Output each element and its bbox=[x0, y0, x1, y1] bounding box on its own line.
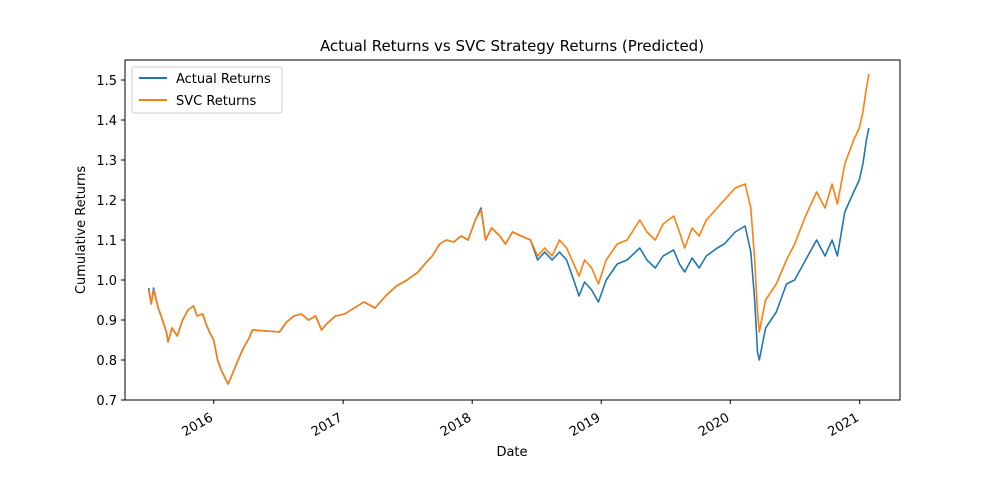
legend: Actual Returns SVC Returns bbox=[131, 66, 283, 114]
x-axis-label: Date bbox=[496, 445, 527, 460]
y-tick-label: 1.3 bbox=[96, 154, 117, 169]
y-tick-label: 1.2 bbox=[96, 194, 117, 209]
legend-label-svc-returns: SVC Returns bbox=[176, 94, 256, 109]
legend-label-actual-returns: Actual Returns bbox=[176, 72, 271, 87]
y-axis: 0.7 0.8 0.9 1.0 1.1 1.2 1.3 1.4 1.5 bbox=[96, 74, 125, 409]
x-axis: 2016 2017 2018 2019 2020 2021 bbox=[180, 400, 862, 440]
x-tick-label: 2016 bbox=[180, 410, 216, 440]
y-axis-label: Cumulative Returns bbox=[74, 166, 89, 294]
x-tick-label: 2020 bbox=[696, 410, 732, 440]
y-tick-label: 0.9 bbox=[96, 314, 117, 329]
y-tick-label: 1.5 bbox=[96, 74, 117, 89]
x-tick-label: 2017 bbox=[309, 410, 345, 440]
y-tick-label: 0.8 bbox=[96, 354, 117, 369]
y-tick-label: 1.1 bbox=[96, 234, 117, 249]
series-layer bbox=[147, 73, 870, 385]
chart-title: Actual Returns vs SVC Strategy Returns (… bbox=[320, 37, 704, 55]
series-line-svc-returns bbox=[147, 73, 870, 385]
x-tick-label: 2019 bbox=[567, 410, 603, 440]
plot-area bbox=[124, 59, 901, 401]
y-tick-label: 1.4 bbox=[96, 114, 117, 129]
series-line-actual-returns bbox=[147, 127, 870, 385]
x-tick-label: 2021 bbox=[826, 410, 862, 440]
y-tick-label: 0.7 bbox=[96, 394, 117, 409]
plot-frame bbox=[124, 59, 901, 401]
legend-box bbox=[131, 66, 283, 114]
y-tick-label: 1.0 bbox=[96, 274, 117, 289]
x-tick-label: 2018 bbox=[438, 410, 474, 440]
